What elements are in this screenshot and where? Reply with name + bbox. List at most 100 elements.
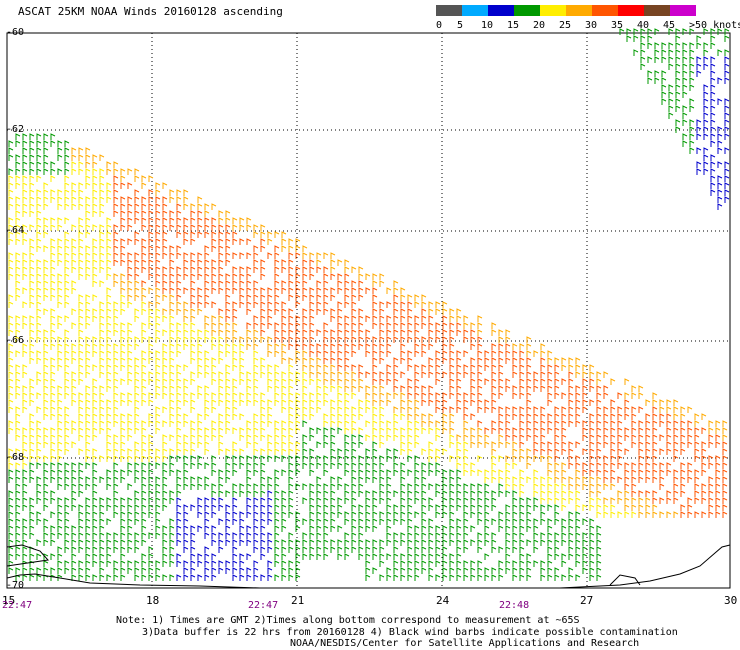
wind-barb (148, 273, 154, 280)
wind-barb (155, 231, 161, 238)
wind-barb (15, 406, 21, 413)
wind-barb (57, 238, 63, 245)
wind-barb (710, 91, 716, 98)
wind-barb (218, 539, 224, 546)
wind-barb (155, 448, 161, 455)
wind-barb (400, 406, 406, 413)
wind-barb (414, 329, 420, 336)
wind-barb (204, 560, 210, 567)
wind-barb (372, 427, 378, 434)
wind-barb (498, 441, 504, 448)
wind-barb (288, 567, 294, 574)
wind-barb (680, 413, 686, 420)
wind-barb (120, 245, 126, 252)
wind-barb (710, 154, 716, 161)
wind-barb (659, 469, 665, 476)
wind-barb (652, 427, 658, 434)
wind-barb (547, 420, 553, 427)
wind-barb (50, 175, 56, 182)
wind-barb (568, 413, 574, 420)
wind-barb (92, 392, 98, 399)
wind-barb (302, 483, 308, 490)
wind-barb (106, 497, 112, 504)
wind-barb (225, 476, 231, 483)
wind-barb (225, 287, 231, 294)
wind-barb (435, 434, 441, 441)
wind-barb (624, 448, 630, 455)
wind-barb (15, 448, 21, 455)
wind-barb (638, 455, 644, 462)
wind-barb (682, 63, 688, 70)
wind-barb (442, 329, 448, 336)
wind-barb (540, 427, 546, 434)
wind-barb (155, 266, 161, 273)
wind-barb (267, 287, 273, 294)
wind-barb (449, 336, 455, 343)
wind-barb (260, 462, 266, 469)
wind-barb (414, 434, 420, 441)
wind-barb (330, 504, 336, 511)
wind-barb (358, 371, 364, 378)
wind-barb (267, 546, 273, 553)
wind-barb (309, 259, 315, 266)
wind-barb (640, 56, 646, 63)
wind-barb (162, 539, 168, 546)
wind-barb (190, 392, 196, 399)
wind-barb (463, 371, 469, 378)
wind-barb (64, 343, 70, 350)
wind-barb (498, 434, 504, 441)
wind-barb (85, 427, 91, 434)
wind-barb (141, 434, 147, 441)
wind-barb (722, 455, 728, 462)
wind-barb (260, 357, 266, 364)
wind-barb (141, 329, 147, 336)
wind-barb (43, 287, 49, 294)
wind-barb (288, 280, 294, 287)
wind-barb (197, 329, 203, 336)
wind-barb (197, 343, 203, 350)
wind-barb (344, 301, 350, 308)
wind-barb (225, 392, 231, 399)
wind-barb (239, 252, 245, 259)
wind-barb (295, 315, 301, 322)
wind-barb (22, 259, 28, 266)
wind-barb (330, 336, 336, 343)
wind-barb (470, 427, 476, 434)
wind-barb (379, 350, 385, 357)
wind-barb (232, 553, 238, 560)
wind-barb (596, 567, 602, 574)
wind-barb (337, 259, 343, 266)
wind-barb (29, 210, 35, 217)
wind-barb (358, 546, 364, 553)
wind-barb (638, 392, 644, 399)
wind-barb (526, 511, 532, 518)
wind-barb (505, 560, 511, 567)
wind-barb (64, 245, 70, 252)
wind-barb (582, 392, 588, 399)
wind-barb (694, 490, 700, 497)
wind-barb (715, 420, 721, 427)
wind-barb (260, 539, 266, 546)
wind-barb (78, 448, 84, 455)
wind-barb (85, 511, 91, 518)
wind-barb (78, 525, 84, 532)
wind-barb (407, 560, 413, 567)
wind-barb (582, 385, 588, 392)
wind-barb (211, 455, 217, 462)
wind-barb (36, 434, 42, 441)
wind-barb (22, 441, 28, 448)
wind-barb (267, 385, 273, 392)
wind-barb (624, 413, 630, 420)
wind-barb (239, 273, 245, 280)
wind-barb (470, 364, 476, 371)
wind-barb (344, 511, 350, 518)
wind-barb (92, 203, 98, 210)
wind-barb (36, 154, 42, 161)
wind-barb (8, 364, 14, 371)
wind-barb (162, 231, 168, 238)
wind-barb (715, 469, 721, 476)
wind-barb (309, 504, 315, 511)
wind-barb (421, 448, 427, 455)
wind-barb (435, 539, 441, 546)
wind-barb (141, 476, 147, 483)
